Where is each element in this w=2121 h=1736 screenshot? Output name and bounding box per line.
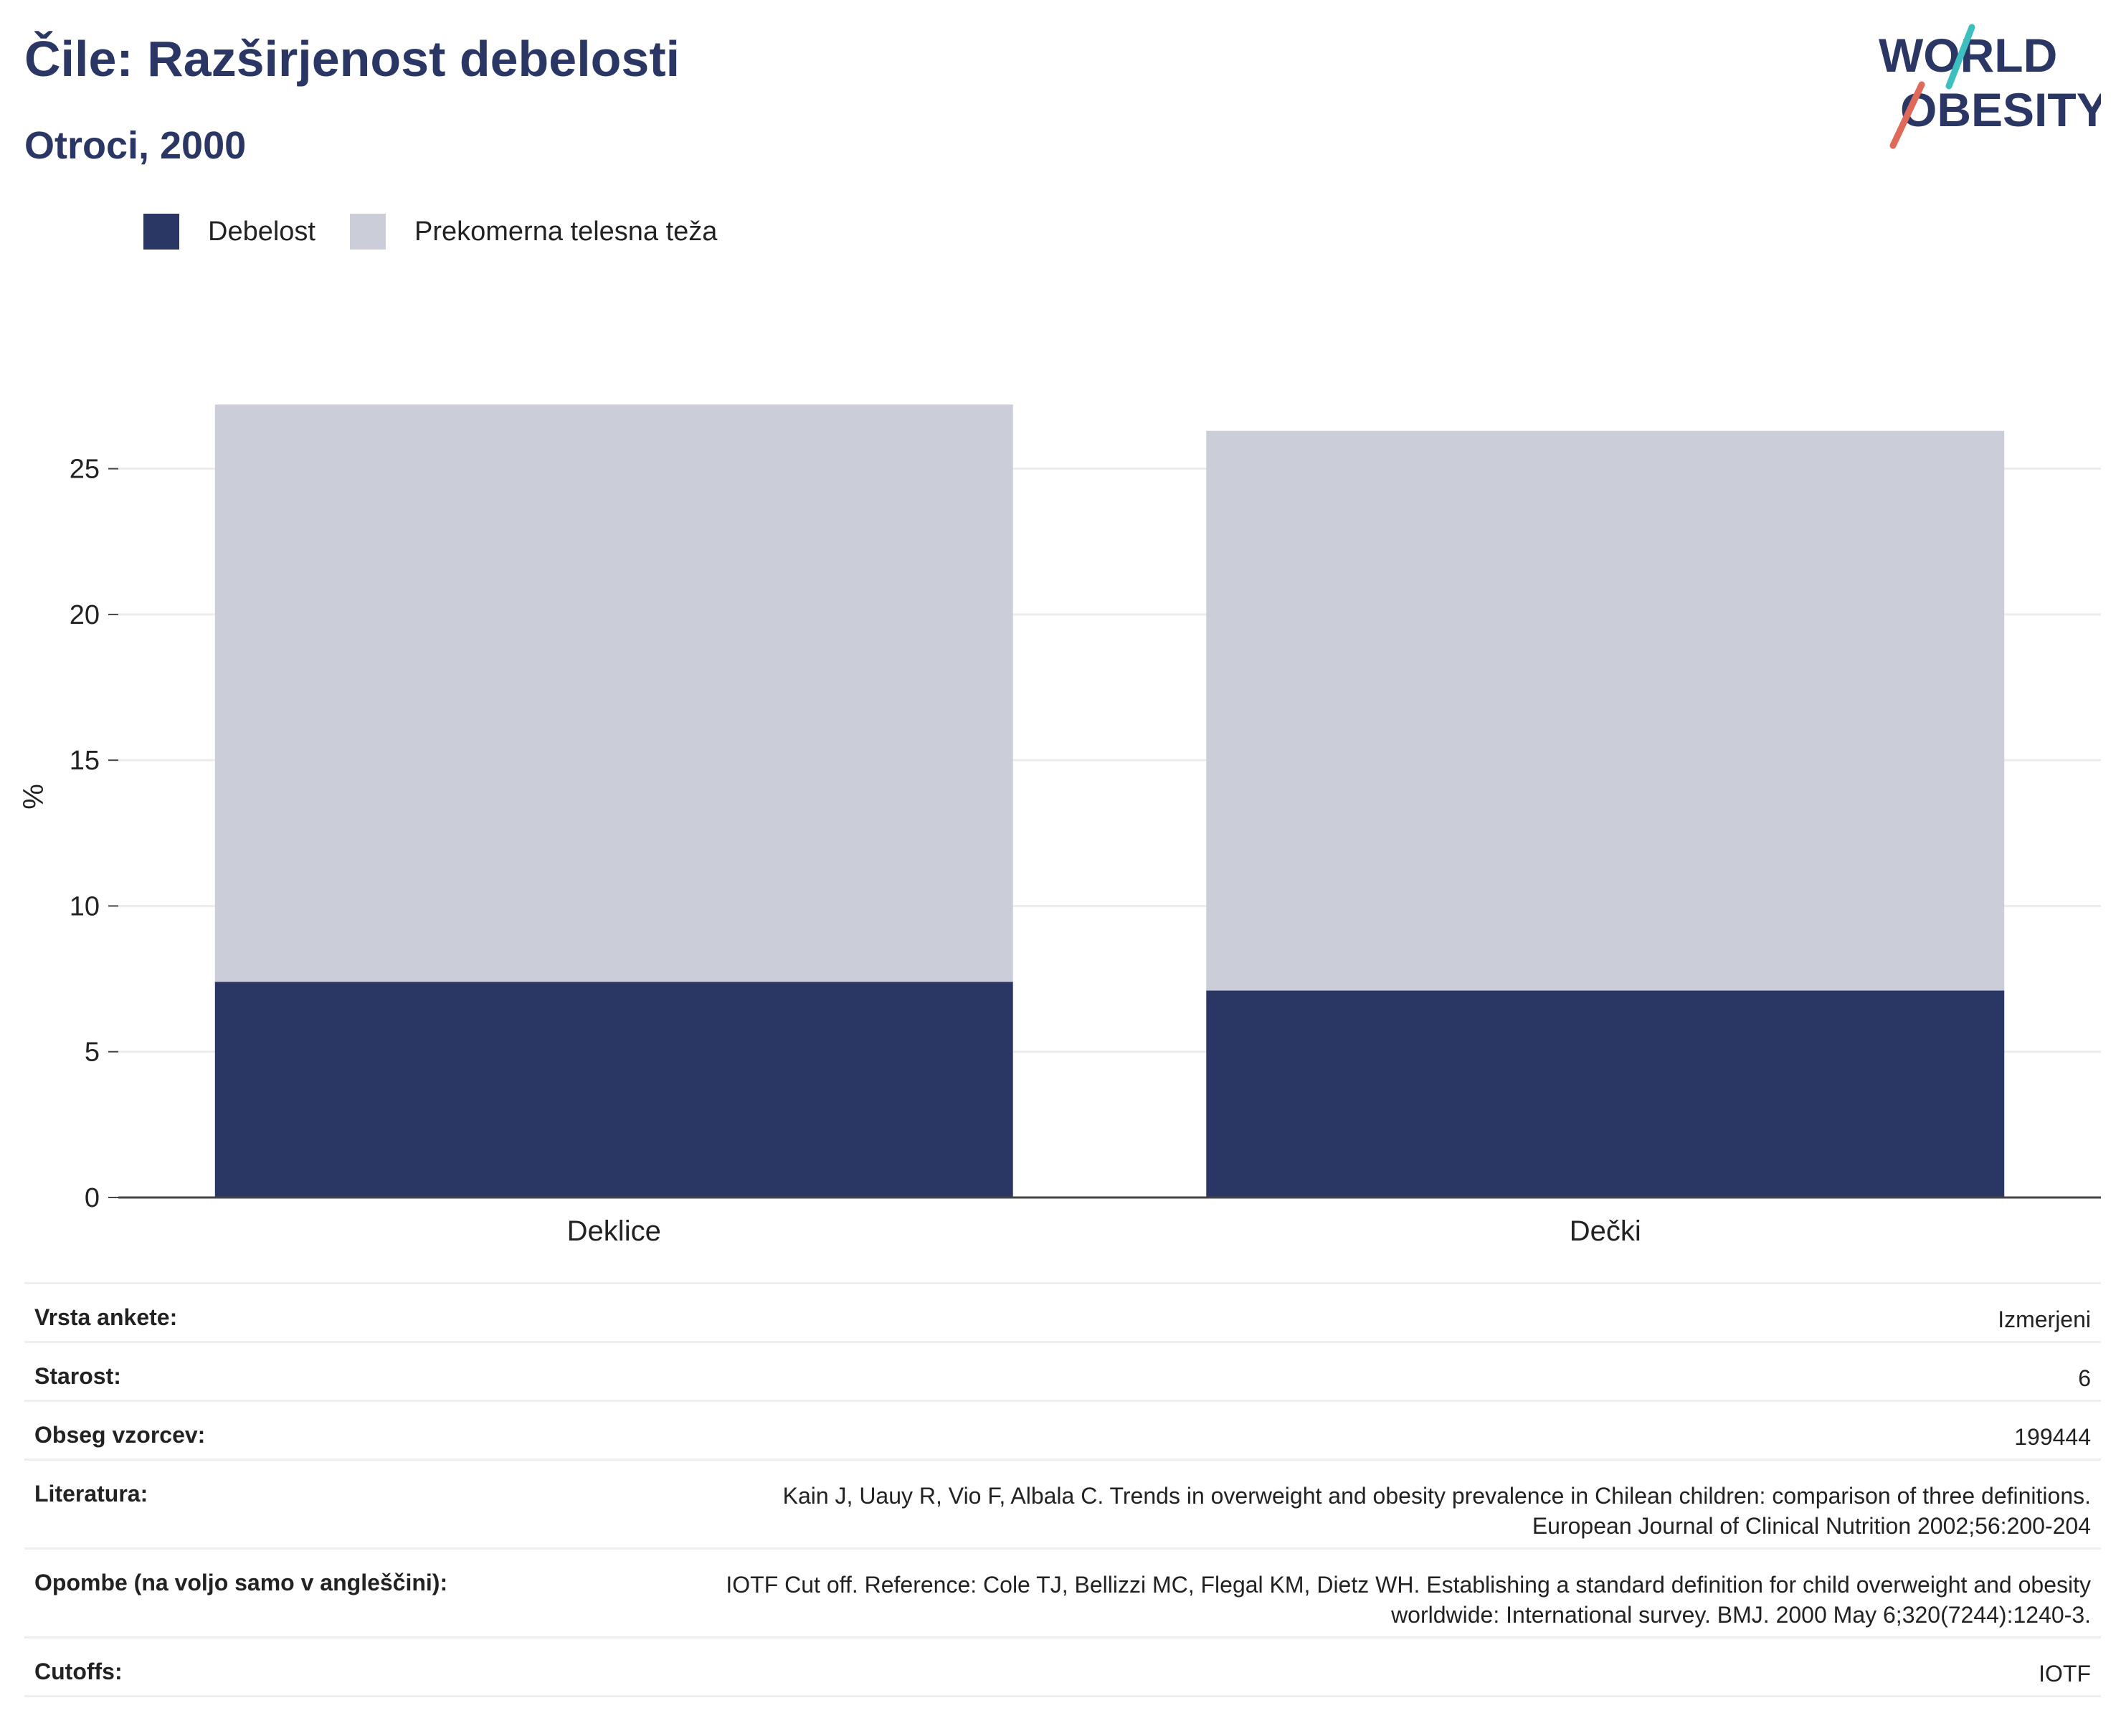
x-tick-label: Deklice <box>567 1215 661 1247</box>
info-value: Izmerjeni <box>518 1282 2101 1342</box>
info-label: Vrsta ankete: <box>24 1282 519 1342</box>
info-label: Literatura: <box>24 1458 519 1549</box>
info-row: Starost: 6 <box>24 1341 2101 1401</box>
info-value-line: worldwide: International survey. BMJ. 20… <box>1391 1602 2091 1628</box>
info-value-line: 6 <box>2078 1365 2091 1391</box>
y-tick-label: 0 <box>85 1183 100 1213</box>
info-label: Obseg vzorcev: <box>24 1400 519 1460</box>
bar-obesity <box>214 982 1013 1197</box>
y-tick-label: 25 <box>70 455 100 485</box>
legend-item-overweight[interactable]: Prekomerna telesna teža <box>349 214 718 250</box>
logo-slash-teal <box>1945 24 1975 90</box>
x-tick-label: Dečki <box>1570 1215 1641 1247</box>
y-axis-label: % <box>18 784 49 810</box>
survey-info-table: Vrsta ankete: Izmerjeni Starost: 6 Obseg vzo… <box>24 1282 2101 1697</box>
y-tick-label: 15 <box>70 746 100 776</box>
info-value: IOTF <box>518 1636 2101 1697</box>
info-row: Vrsta ankete: Izmerjeni <box>24 1282 2101 1342</box>
info-value-line: Kain J, Uauy R, Vio F, Albala C. Trends … <box>782 1483 2091 1509</box>
info-row: Opombe (na voljo samo v angleščini): IOTF… <box>24 1547 2101 1638</box>
info-label: Cutoffs: <box>24 1636 519 1697</box>
info-value-line: IOTF <box>2039 1661 2091 1687</box>
page-subtitle: Otroci, 2000 <box>24 124 247 167</box>
legend-item-obesity[interactable]: Debelost <box>143 214 315 250</box>
y-tick-label: 10 <box>70 891 100 921</box>
bar-overweight <box>214 404 1013 982</box>
info-value: IOTF Cut off. Reference: Cole TJ, Belliz… <box>518 1547 2101 1638</box>
logo-line-2: OBESITY <box>1900 83 2101 136</box>
y-tick-label: 5 <box>85 1038 100 1068</box>
info-value: 199444 <box>518 1400 2101 1460</box>
legend-swatch-overweight <box>349 214 386 250</box>
bar-overweight <box>1206 430 2005 991</box>
legend-label-obesity: Debelost <box>208 216 315 247</box>
info-value-line: European Journal of Clinical Nutrition 2… <box>1532 1513 2091 1539</box>
logo-slash-red <box>1889 81 1925 149</box>
info-value-line: 199444 <box>2014 1424 2091 1450</box>
info-row: Cutoffs: IOTF <box>24 1636 2101 1697</box>
info-label: Starost: <box>24 1341 519 1401</box>
legend-label-overweight: Prekomerna telesna teža <box>414 216 718 247</box>
page-title: Čile: Razširjenost debelosti <box>24 31 680 87</box>
world-obesity-logo: WORLD OBESITY <box>1879 24 2101 149</box>
chart-legend: Debelost Prekomerna telesna teža <box>143 214 751 250</box>
info-value-line: IOTF Cut off. Reference: Cole TJ, Belliz… <box>726 1572 2091 1598</box>
stacked-bar-chart: 0 5 10 15 20 25% Deklice Dečki <box>18 404 2101 1247</box>
info-value: 6 <box>518 1341 2101 1401</box>
info-value: Kain J, Uauy R, Vio F, Albala C. Trends … <box>518 1458 2101 1549</box>
info-row: Literatura: Kain J, Uauy R, Vio F, Albala… <box>24 1458 2101 1549</box>
legend-swatch-obesity <box>143 214 179 250</box>
y-tick-label: 20 <box>70 600 100 630</box>
info-row: Obseg vzorcev: 199444 <box>24 1400 2101 1460</box>
info-value-line: Izmerjeni <box>1998 1306 2091 1332</box>
bar-obesity <box>1206 990 2005 1197</box>
info-label: Opombe (na voljo samo v angleščini): <box>24 1547 519 1638</box>
